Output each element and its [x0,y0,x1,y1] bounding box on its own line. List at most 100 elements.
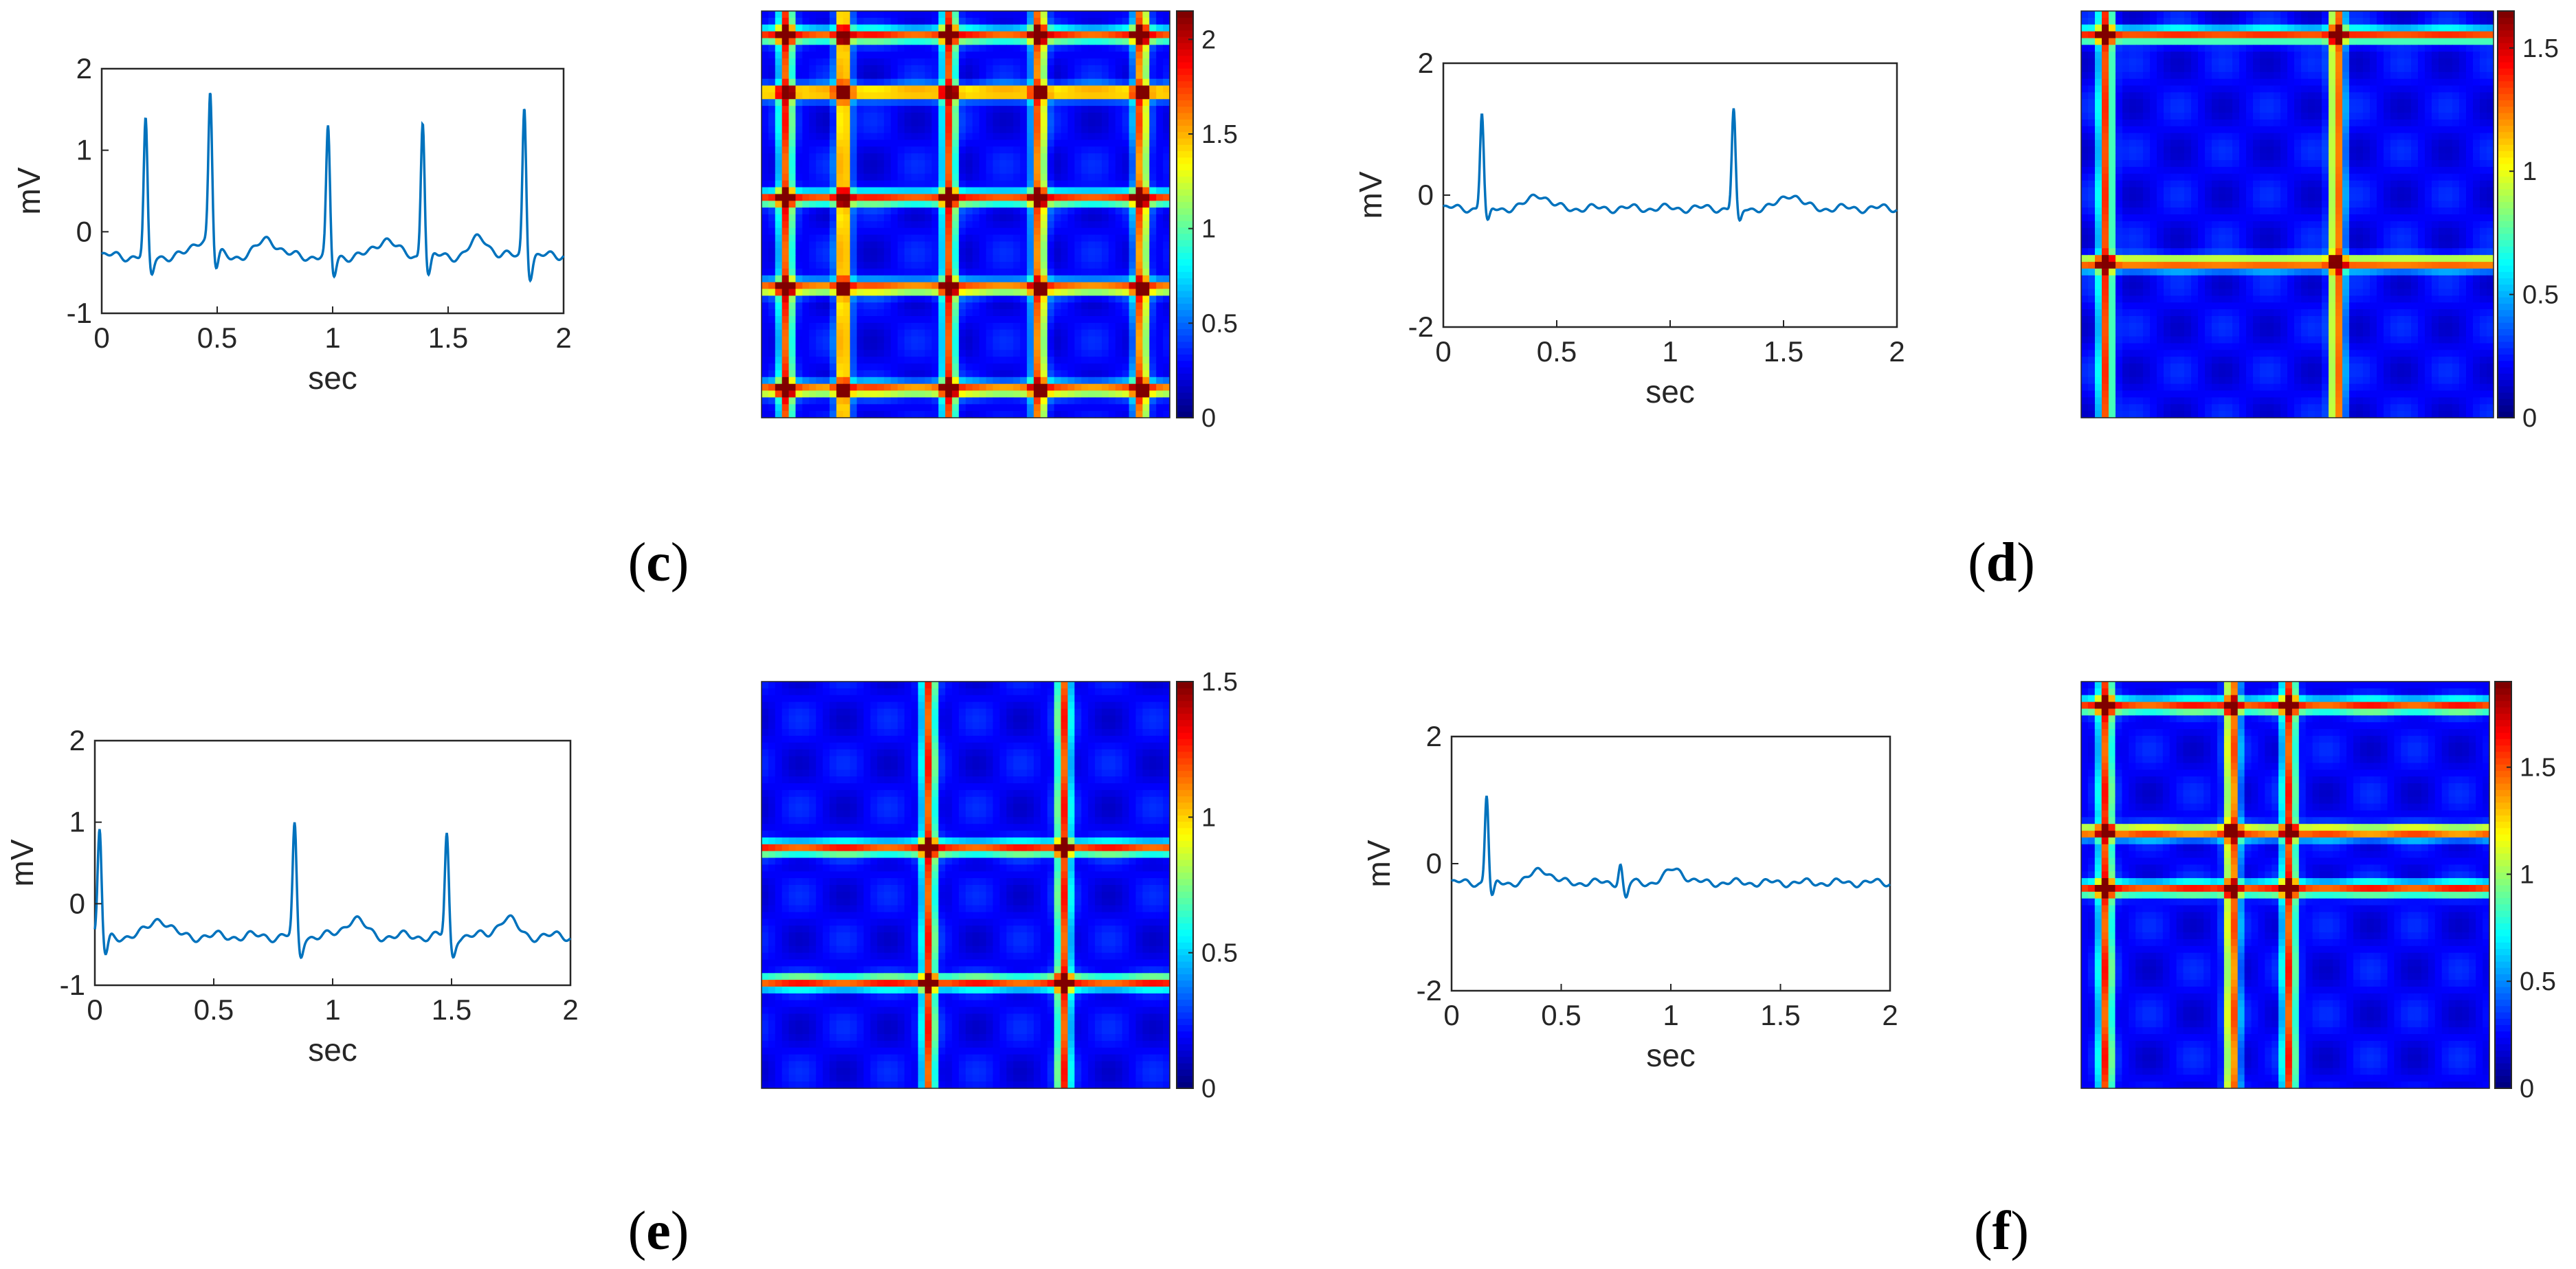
heatmap-cell [2198,99,2206,106]
heatmap-cell [816,25,823,32]
heatmap-cell [884,350,891,357]
heatmap-cell [816,113,823,120]
heatmap-cell [1095,289,1102,297]
heatmap-cell [2287,113,2295,120]
heatmap-cell [945,262,953,269]
heatmap-cell [986,255,994,262]
heatmap-cell [2102,32,2109,39]
heatmap-cell [986,207,994,215]
heatmap-cell [796,153,803,161]
heatmap-cell [802,92,810,100]
heatmap-cell [796,316,803,324]
heatmap-cell [2301,52,2309,59]
heatmap-cell [2322,72,2329,80]
heatmap-cell [952,201,959,208]
heatmap-cell [1109,92,1116,100]
heatmap-cell [864,282,871,290]
heatmap-cell [2260,120,2267,127]
colorbar-segment [1177,170,1193,177]
heatmap-cell [864,295,871,303]
heatmap-cell [966,282,973,290]
heatmap-cell [2439,18,2446,25]
heatmap-cell [1102,201,1109,208]
heatmap-cell [2480,52,2487,59]
heatmap-cell [2157,25,2164,32]
heatmap-cell [1047,92,1055,100]
heatmap-cell [857,38,865,46]
heatmap-cell [809,140,817,148]
heatmap-cell [952,181,959,188]
heatmap-cell [1149,188,1157,195]
heatmap-cell [1081,302,1089,310]
heatmap-cell [2390,58,2398,66]
heatmap-cell [2377,45,2384,52]
heatmap-cell [2287,79,2295,87]
heatmap-cell [952,242,959,249]
heatmap-cell [2480,86,2487,93]
heatmap-cell [1115,32,1123,39]
heatmap-cell [2473,106,2480,113]
heatmap-cell [945,201,953,208]
heatmap-cell [938,201,946,208]
heatmap-cell [796,309,803,317]
heatmap-cell [2452,79,2460,87]
heatmap-cell [952,25,959,32]
heatmap-cell [809,370,817,378]
heatmap-cell [1122,201,1130,208]
heatmap-cell [850,18,858,25]
heatmap-cell [2301,79,2309,87]
heatmap-cell [973,25,980,32]
heatmap-cell [796,289,803,297]
heatmap-cell [1163,153,1170,161]
heatmap-cell [1047,221,1055,229]
heatmap-cell [918,38,926,46]
heatmap-cell [986,221,994,229]
heatmap-cell [891,344,898,351]
heatmap-cell [823,248,830,256]
heatmap-cell [809,262,817,269]
heatmap-cell [762,411,769,418]
heatmap-cell [789,316,797,324]
heatmap-cell [2356,11,2364,19]
heatmap-cell [973,113,980,120]
heatmap-cell [938,309,946,317]
heatmap-cell [2432,11,2439,19]
heatmap-cell [1041,357,1048,364]
heatmap-cell [1074,235,1082,243]
heatmap-cell [2267,86,2274,93]
heatmap-cell [802,38,810,46]
heatmap-cell [1013,201,1021,208]
heatmap-cell [857,201,865,208]
heatmap-cell [1054,153,1062,161]
heatmap-cell [932,45,940,52]
heatmap-cell [2404,113,2412,120]
heatmap-cell [1081,146,1089,154]
heatmap-cell [979,79,987,87]
heatmap-cell [973,330,980,337]
heatmap-cell [2349,58,2357,66]
heatmap-cell [973,350,980,357]
heatmap-cell [2219,25,2226,32]
heatmap-cell [1027,242,1034,249]
heatmap-cell [1088,167,1096,175]
heatmap-cell [1115,397,1123,405]
heatmap-cell [925,32,933,39]
heatmap-cell [2308,65,2316,73]
heatmap-cell [986,65,994,73]
heatmap-cell [1142,276,1150,283]
heatmap-cell [1122,337,1130,344]
heatmap-cell [1142,72,1150,80]
heatmap-cell [1027,167,1034,175]
heatmap-cell [1041,18,1048,25]
heatmap-cell [1122,32,1130,39]
heatmap-cell [966,295,973,303]
heatmap-cell [891,309,898,317]
heatmap-cell [857,221,865,229]
heatmap-cell [1102,248,1109,256]
heatmap-cell [830,188,837,195]
heatmap-cell [2102,140,2109,148]
heatmap-cell [857,255,865,262]
heatmap-cell [2294,52,2302,59]
heatmap-cell [843,99,851,106]
heatmap-cell [2335,58,2343,66]
